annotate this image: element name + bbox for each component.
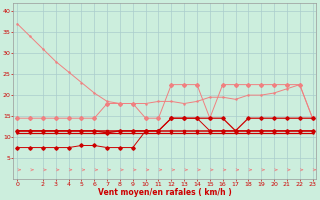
X-axis label: Vent moyen/en rafales ( km/h ): Vent moyen/en rafales ( km/h ) [98,188,232,197]
